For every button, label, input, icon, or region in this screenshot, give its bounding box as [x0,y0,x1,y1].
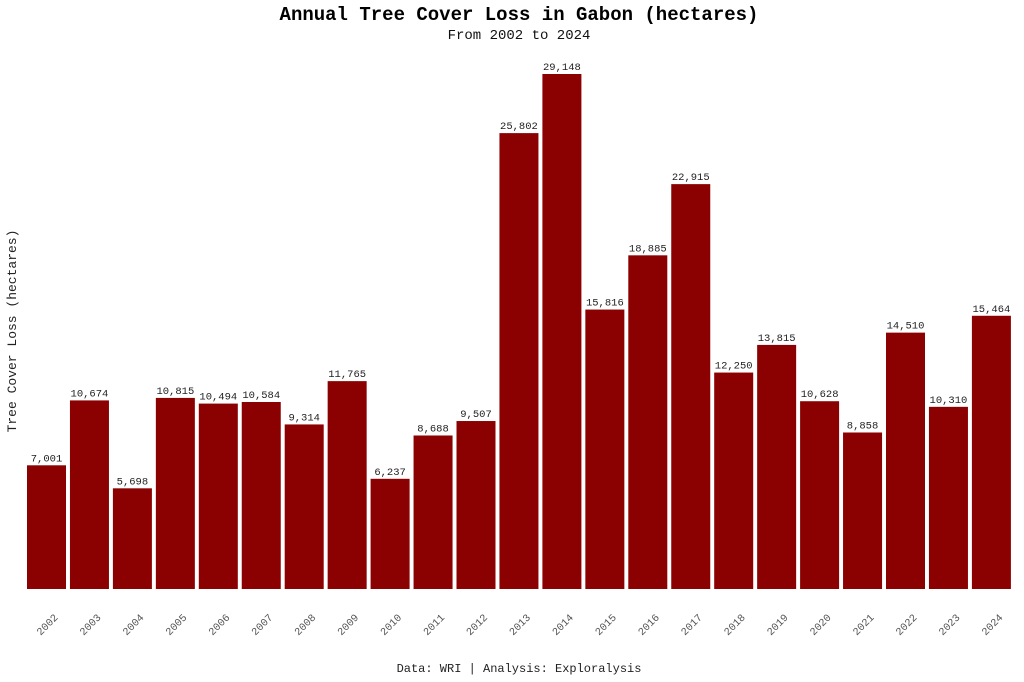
data-label-2021: 8,858 [847,420,879,432]
bar-2009 [327,381,367,589]
chart-title: Annual Tree Cover Loss in Gabon (hectare… [280,4,759,26]
bar-2021 [843,432,883,589]
bar-2013 [499,133,539,589]
data-label-2011: 8,688 [417,423,449,435]
bar-2018 [714,372,754,589]
data-label-2007: 10,584 [242,390,280,402]
x-tick-label-2009: 2009 [336,612,362,638]
bar-2008 [284,424,324,589]
x-tick-label-2003: 2003 [78,612,104,638]
data-label-2010: 6,237 [374,467,406,479]
bars-group: 7,001 2002 10,674 2003 5,698 2004 10,815 2005 10… [27,62,1011,639]
bar-2002 [27,465,66,589]
data-label-2016: 18,885 [629,243,667,255]
x-tick-label-2014: 2014 [550,612,576,638]
x-tick-label-2013: 2013 [507,612,533,638]
data-label-2004: 5,698 [117,476,149,488]
bar-2022 [886,332,925,589]
data-label-2012: 9,507 [460,409,492,421]
x-tick-label-2007: 2007 [250,612,276,638]
bar-2004 [112,488,152,589]
bar-2003 [69,400,109,589]
data-label-2005: 10,815 [156,386,194,398]
bar-2017 [671,184,711,590]
bar-2012 [456,421,496,589]
data-label-2017: 22,915 [672,172,710,184]
chart-subtitle: From 2002 to 2024 [448,28,591,44]
x-tick-label-2010: 2010 [379,612,405,638]
x-tick-label-2016: 2016 [636,612,662,638]
bar-2024 [971,315,1011,589]
chart-caption: Data: WRI | Analysis: Exploralysis [397,662,642,676]
x-tick-label-2004: 2004 [121,612,147,638]
x-tick-label-2008: 2008 [293,612,319,638]
bar-2011 [413,435,453,589]
x-tick-label-2017: 2017 [679,612,705,638]
data-label-2020: 10,628 [801,389,839,401]
data-label-2015: 15,816 [586,298,624,310]
bar-2007 [241,401,281,589]
bar-2014 [542,74,582,589]
data-label-2003: 10,674 [71,388,109,400]
x-tick-label-2015: 2015 [593,612,619,638]
data-label-2013: 25,802 [500,121,538,133]
x-tick-label-2011: 2011 [422,612,448,638]
x-tick-label-2005: 2005 [164,612,190,638]
bar-2023 [928,406,968,589]
data-label-2022: 14,510 [887,321,925,333]
x-tick-label-2019: 2019 [765,612,791,638]
bar-2015 [585,309,625,589]
data-label-2002: 7,001 [31,453,63,465]
bar-2010 [370,478,410,589]
bar-2019 [757,344,797,589]
x-tick-label-2018: 2018 [722,612,748,638]
data-label-2023: 10,310 [930,395,968,407]
bar-2005 [155,397,195,589]
data-label-2019: 13,815 [758,333,796,345]
x-tick-label-2020: 2020 [808,612,834,638]
y-axis-label: Tree Cover Loss (hectares) [5,230,20,433]
data-label-2024: 15,464 [972,304,1010,316]
data-label-2009: 11,765 [328,369,366,381]
data-label-2014: 29,148 [543,62,581,74]
bar-2006 [198,403,238,589]
x-tick-label-2002: 2002 [35,612,61,638]
data-label-2018: 12,250 [715,361,753,373]
x-tick-label-2021: 2021 [851,612,877,638]
bar-2016 [628,255,668,590]
x-tick-label-2023: 2023 [937,612,963,638]
bar-2020 [800,401,840,589]
x-tick-label-2006: 2006 [207,612,233,638]
x-tick-label-2024: 2024 [980,612,1006,638]
data-label-2006: 10,494 [199,392,237,404]
x-tick-label-2022: 2022 [894,612,920,638]
data-label-2008: 9,314 [288,412,320,424]
x-tick-label-2012: 2012 [465,612,491,638]
